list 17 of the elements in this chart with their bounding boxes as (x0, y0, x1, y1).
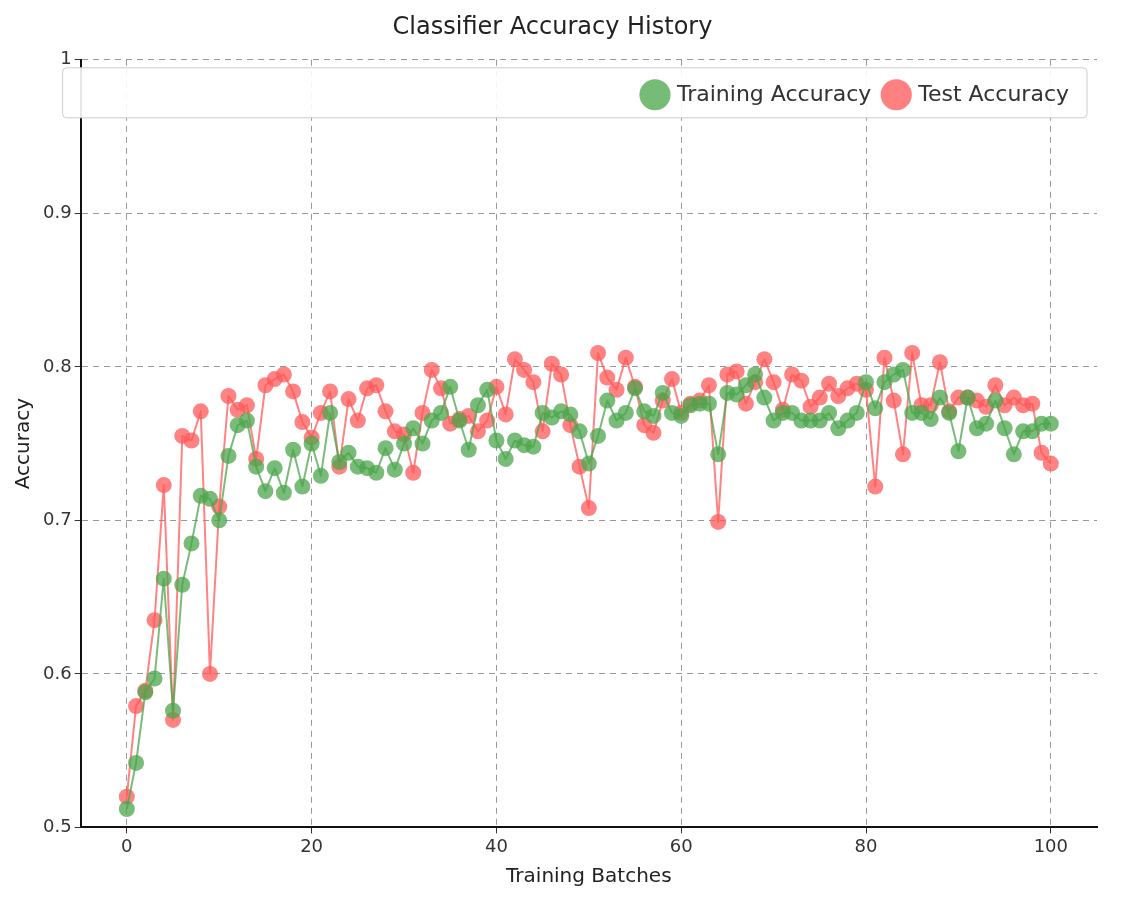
y-tick-label: 0.9 (42, 200, 72, 222)
x-axis-title: Training Batches (505, 863, 672, 888)
legend-label: Test Accuracy (917, 80, 1070, 106)
y-tick-label: 0.8 (42, 354, 72, 376)
x-tick-label: 80 (854, 834, 878, 856)
y-tick-label: 0.5 (42, 815, 72, 837)
x-tick-label: 60 (669, 834, 693, 856)
y-axis-title: Accuracy (10, 397, 35, 490)
x-tick-label: 20 (300, 834, 324, 856)
x-tick-label: 100 (1033, 834, 1068, 856)
x-tick-label: 40 (484, 834, 508, 856)
x-tick-label: 0 (121, 834, 133, 856)
chart-title: Classifier Accuracy History (392, 11, 713, 40)
legend-label: Training Accuracy (676, 80, 872, 106)
y-tick-label: 0.6 (42, 661, 72, 683)
y-tick-label: 1 (60, 47, 72, 69)
y-tick-label: 0.7 (42, 508, 72, 530)
